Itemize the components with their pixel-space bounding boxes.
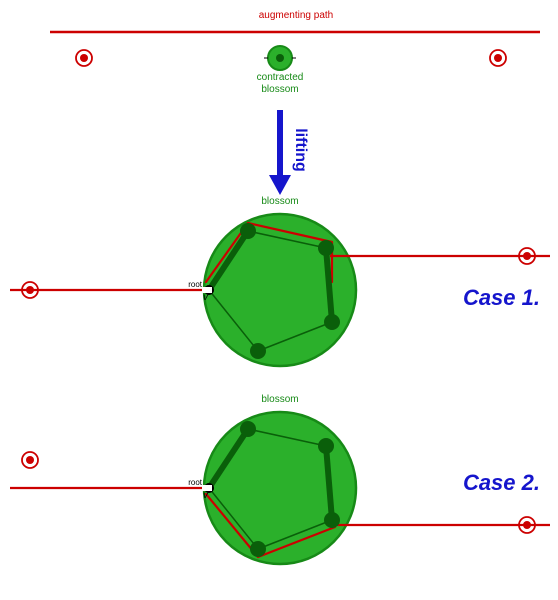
free-vertex-dot (26, 456, 34, 464)
lifting-arrow-head (269, 175, 291, 195)
blossom-node (240, 223, 256, 239)
blossom-node (318, 438, 334, 454)
blossom-node (324, 512, 340, 528)
contracted-blossom-label: blossom (261, 84, 298, 95)
contracted-blossom-hub (276, 54, 284, 62)
blossom-disk (204, 412, 356, 564)
case-label: Case 1. (463, 285, 540, 310)
free-vertex-dot (80, 54, 88, 62)
blossom-node (318, 240, 334, 256)
free-vertex-dot (494, 54, 502, 62)
blossom-node (324, 314, 340, 330)
lifting-label: lifting (292, 128, 309, 172)
augmenting-path-label: augmenting path (259, 10, 334, 21)
contracted-blossom-label: contracted (257, 72, 304, 83)
free-vertex-dot (523, 521, 531, 529)
free-vertex-dot (523, 252, 531, 260)
blossom-node (240, 421, 256, 437)
case-label: Case 2. (463, 470, 540, 495)
blossom-node (250, 541, 266, 557)
free-vertex-dot (26, 286, 34, 294)
root-label: root (188, 478, 203, 487)
blossom-case: blossomrootvCase 1. (10, 196, 550, 366)
blossom-case: blossomrootvCase 2. (10, 394, 550, 564)
blossom-label: blossom (261, 196, 298, 207)
diagram: augmenting pathcontractedblossomliftingb… (0, 0, 558, 600)
blossom-label: blossom (261, 394, 298, 405)
blossom-disk (204, 214, 356, 366)
root-label: root (188, 280, 203, 289)
blossom-node (250, 343, 266, 359)
